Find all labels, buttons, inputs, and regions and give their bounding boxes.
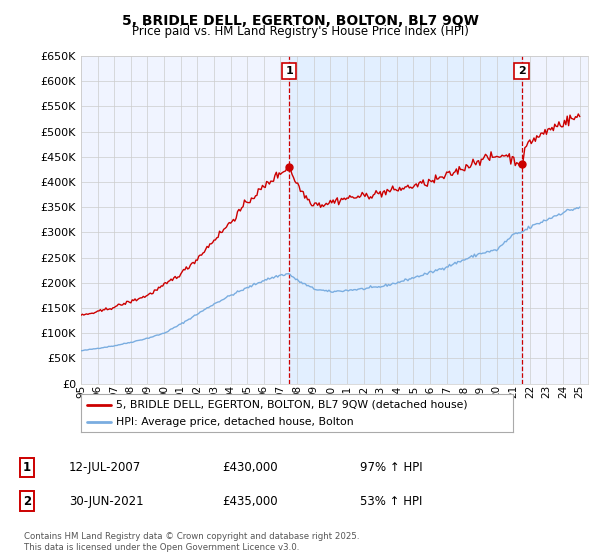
Text: 2: 2 xyxy=(518,66,526,76)
Text: 1: 1 xyxy=(286,66,293,76)
Text: 1: 1 xyxy=(23,461,31,474)
Text: 30-JUN-2021: 30-JUN-2021 xyxy=(69,494,143,508)
Text: 97% ↑ HPI: 97% ↑ HPI xyxy=(360,461,422,474)
Text: Price paid vs. HM Land Registry's House Price Index (HPI): Price paid vs. HM Land Registry's House … xyxy=(131,25,469,38)
Text: £430,000: £430,000 xyxy=(222,461,278,474)
Text: 5, BRIDLE DELL, EGERTON, BOLTON, BL7 9QW (detached house): 5, BRIDLE DELL, EGERTON, BOLTON, BL7 9QW… xyxy=(116,400,467,410)
Text: HPI: Average price, detached house, Bolton: HPI: Average price, detached house, Bolt… xyxy=(116,417,353,427)
Text: 12-JUL-2007: 12-JUL-2007 xyxy=(69,461,141,474)
Text: 53% ↑ HPI: 53% ↑ HPI xyxy=(360,494,422,508)
Text: 5, BRIDLE DELL, EGERTON, BOLTON, BL7 9QW: 5, BRIDLE DELL, EGERTON, BOLTON, BL7 9QW xyxy=(122,14,478,28)
Text: £435,000: £435,000 xyxy=(222,494,278,508)
Text: 2: 2 xyxy=(23,494,31,508)
Bar xyxy=(289,56,521,384)
Text: Contains HM Land Registry data © Crown copyright and database right 2025.
This d: Contains HM Land Registry data © Crown c… xyxy=(24,532,359,552)
